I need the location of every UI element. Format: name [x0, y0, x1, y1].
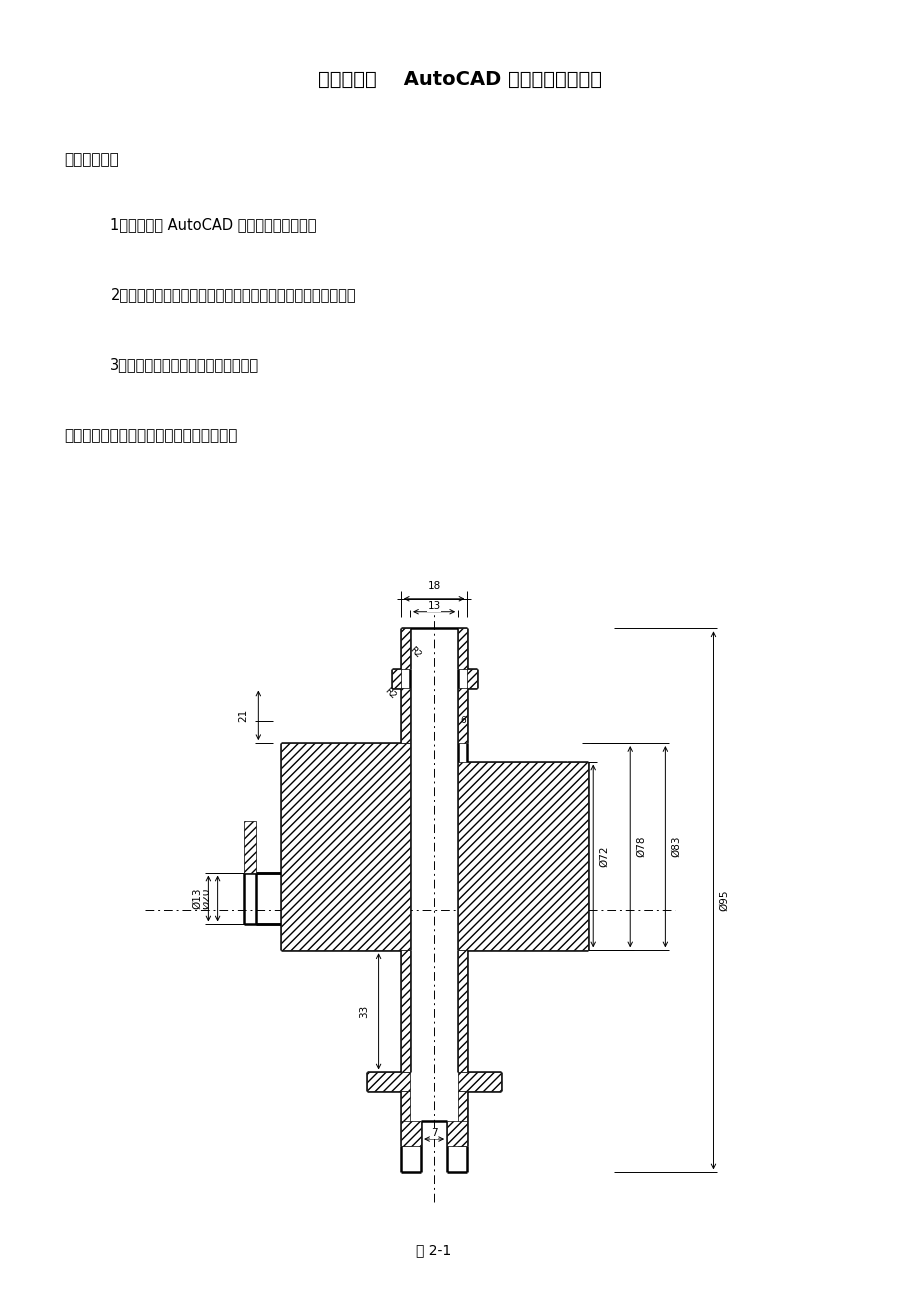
Text: 21: 21: [238, 708, 248, 723]
Text: 二．绘制下面所给图形，写出详细绘图步骤: 二．绘制下面所给图形，写出详细绘图步骤: [64, 427, 237, 443]
Text: 1．熟练掌握 AutoCAD 各种二维绘图命令；: 1．熟练掌握 AutoCAD 各种二维绘图命令；: [110, 216, 316, 232]
Text: Ø78: Ø78: [636, 836, 646, 858]
Text: Ø72: Ø72: [598, 845, 608, 867]
Text: 3．掌握图案填充和尺寸标注的方法。: 3．掌握图案填充和尺寸标注的方法。: [110, 357, 259, 372]
Bar: [280, 743, 410, 950]
Text: 实验报告二    AutoCAD 二维图形绘制综合: 实验报告二 AutoCAD 二维图形绘制综合: [318, 70, 601, 90]
Text: 2．学习使用二维图形常用编辑命令和精确绘图辅助工具绘图；: 2．学习使用二维图形常用编辑命令和精确绘图辅助工具绘图；: [110, 286, 356, 302]
Text: Ø83: Ø83: [671, 836, 681, 858]
Bar: [458, 629, 467, 669]
Bar: [401, 687, 410, 743]
Bar: [401, 950, 410, 1073]
Bar: [367, 1073, 410, 1091]
Text: 7: 7: [430, 1129, 437, 1138]
Bar: [458, 1073, 500, 1091]
Text: Ø20: Ø20: [201, 888, 211, 909]
Bar: [401, 1091, 410, 1147]
Bar: [401, 1121, 421, 1147]
Text: 图 2-1: 图 2-1: [416, 1243, 451, 1258]
Text: 6: 6: [460, 716, 465, 725]
Bar: [244, 820, 256, 872]
Bar: [391, 669, 401, 687]
Text: R2: R2: [408, 646, 423, 660]
Text: 一．实验目的: 一．实验目的: [64, 152, 119, 168]
Bar: [458, 950, 467, 1073]
Bar: [401, 629, 410, 669]
Bar: [458, 762, 587, 950]
Bar: [458, 687, 467, 743]
Text: Ø95: Ø95: [719, 889, 729, 911]
Text: 13: 13: [427, 602, 440, 611]
Text: 33: 33: [358, 1005, 369, 1018]
Bar: [447, 1121, 467, 1147]
Text: R2: R2: [382, 686, 397, 700]
Text: Ø13: Ø13: [192, 888, 202, 909]
Text: 18: 18: [427, 582, 440, 591]
Bar: [458, 1091, 467, 1147]
Bar: [467, 669, 476, 687]
